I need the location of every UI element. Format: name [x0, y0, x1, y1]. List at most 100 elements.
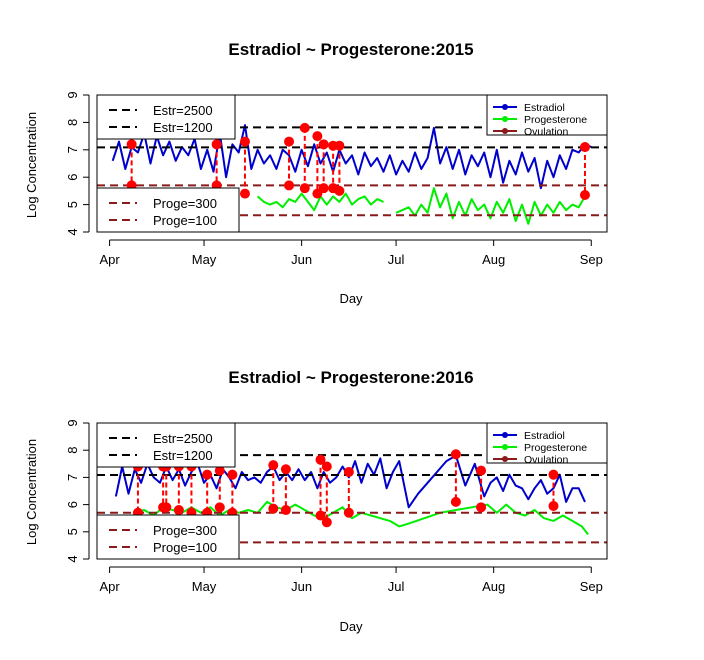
legend-label: Proge=300: [153, 523, 217, 538]
ovulation-point-progesterone: [239, 188, 250, 199]
x-tick-label: Apr: [99, 252, 120, 267]
ovulation-point-progesterone: [280, 505, 291, 516]
ovulation-point-progesterone: [343, 507, 354, 518]
legend-label: Ovulation: [524, 454, 569, 466]
legend-label: Ovulation: [524, 126, 569, 138]
y-tick-label: 6: [65, 501, 80, 508]
legend-key-point: [502, 444, 508, 450]
y-tick-label: 4: [65, 228, 80, 235]
ovulation-point-estradiol: [579, 142, 590, 153]
legend-label: Proge=300: [153, 196, 217, 211]
legend-progesterone-thresholds: Proge=300 Proge=100: [96, 187, 240, 233]
y-tick-label: 7: [65, 474, 80, 481]
legend-label: Progesterone: [524, 442, 587, 454]
x-tick-label: Jun: [291, 252, 312, 267]
ovulation-point-estradiol: [284, 136, 295, 147]
legend-label: Progesterone: [524, 114, 587, 126]
legend-label: Estr=1200: [153, 120, 213, 135]
ovulation-point-progesterone: [299, 183, 310, 194]
legend-box: [486, 94, 608, 136]
ovulation-point-estradiol: [315, 454, 326, 465]
x-tick-label: Jul: [388, 252, 405, 267]
x-tick-label: May: [192, 252, 217, 267]
series-line-estradiol: [111, 124, 592, 190]
y-axis-label: Log Concentration: [24, 439, 39, 545]
ovulation-point-estradiol: [268, 460, 279, 471]
ovulation-point-estradiol: [239, 136, 250, 147]
y-tick-label: 9: [65, 91, 80, 98]
legend-label: Estradiol: [524, 430, 565, 442]
ovulation-point-progesterone: [161, 502, 172, 513]
chart-title: Estradiol ~ Progesterone:2016: [228, 368, 473, 387]
ovulation-point-estradiol: [126, 139, 137, 150]
y-axis-label: Log Concentration: [24, 112, 39, 218]
ovulation-point-estradiol: [214, 465, 225, 476]
plot-frame: [96, 94, 608, 233]
ovulation-point-progesterone: [548, 500, 559, 511]
ovulation-point-estradiol: [321, 461, 332, 472]
x-tick-label: Aug: [482, 579, 505, 594]
legend-label: Estr=1200: [153, 448, 213, 463]
y-tick-label: 5: [65, 201, 80, 208]
y-tick-label: 6: [65, 174, 80, 181]
ovulation-point-estradiol: [476, 465, 487, 476]
legend-label: Estr=2500: [153, 103, 213, 118]
legend-box: [96, 514, 240, 560]
y-tick-label: 5: [65, 528, 80, 535]
legend-box: [96, 422, 236, 468]
ovulation-point-estradiol: [343, 466, 354, 477]
ovulation-point-progesterone: [321, 517, 332, 528]
ovulation-point-progesterone: [173, 505, 184, 516]
legend-key-point: [502, 104, 508, 110]
chart-title: Estradiol ~ Progesterone:2015: [228, 40, 473, 59]
x-tick-label: Jun: [291, 579, 312, 594]
y-tick-label: 7: [65, 146, 80, 153]
ovulation-point-estradiol: [318, 139, 329, 150]
ovulation-point-progesterone: [579, 190, 590, 201]
ovulation-point-estradiol: [312, 131, 323, 142]
y-tick-label: 8: [65, 447, 80, 454]
ovulation-point-estradiol: [211, 139, 222, 150]
ovulation-point-estradiol: [548, 469, 559, 480]
ovulation-point-progesterone: [315, 510, 326, 521]
legend-label: Estr=2500: [153, 431, 213, 446]
y-tick-label: 8: [65, 119, 80, 126]
series-line-progesterone: [395, 187, 586, 225]
ovulation-point-estradiol: [299, 122, 310, 133]
plot-frame: [96, 422, 608, 560]
legend-box: [486, 422, 608, 464]
x-tick-label: Apr: [99, 579, 120, 594]
x-tick-label: Jul: [388, 579, 405, 594]
legend-key-point: [502, 116, 508, 122]
legend-label: Proge=100: [153, 540, 217, 555]
chart-panel-2015: Estradiol ~ Progesterone:2015 Day Log Co…: [24, 40, 608, 306]
x-tick-label: May: [192, 579, 217, 594]
ovulation-point-progesterone: [450, 496, 461, 507]
ovulation-point-progesterone: [214, 502, 225, 513]
legend-box: [96, 187, 240, 233]
x-tick-label: Aug: [482, 252, 505, 267]
ovulation-point-progesterone: [334, 185, 345, 196]
ovulation-point-estradiol: [334, 140, 345, 151]
ovulation-point-estradiol: [227, 469, 238, 480]
y-tick-label: 4: [65, 555, 80, 562]
ovulation-point-estradiol: [450, 449, 461, 460]
ovulation-point-estradiol: [202, 469, 213, 480]
x-tick-label: Sep: [580, 252, 603, 267]
ovulation-point-progesterone: [284, 180, 295, 191]
legend-estradiol-thresholds: Estr=2500 Estr=1200: [96, 422, 236, 468]
ovulation-point-progesterone: [476, 502, 487, 513]
chart-panel-2016: Estradiol ~ Progesterone:2016 Day Log Co…: [24, 368, 608, 634]
x-tick-label: Sep: [580, 579, 603, 594]
legend-label: Proge=100: [153, 213, 217, 228]
legend-label: Estradiol: [524, 102, 565, 114]
series-line-estradiol: [114, 454, 586, 509]
x-axis-label: Day: [339, 291, 363, 306]
ovulation-point-progesterone: [268, 503, 279, 514]
y-tick-label: 9: [65, 419, 80, 426]
ovulation-point-estradiol: [280, 464, 291, 475]
legend-key-point: [502, 456, 508, 462]
